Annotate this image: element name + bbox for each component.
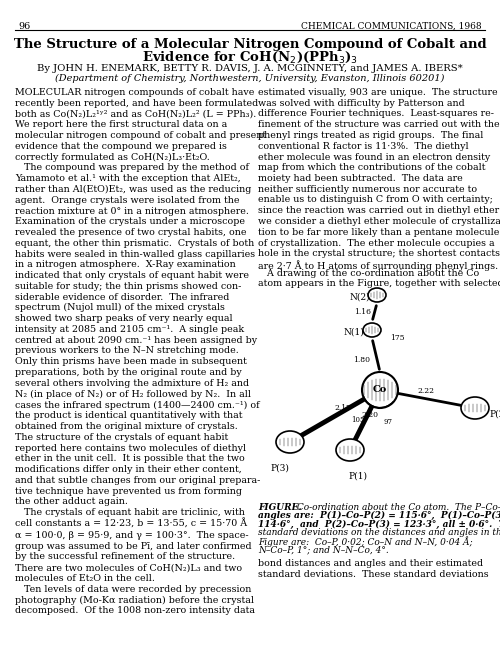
Ellipse shape xyxy=(336,439,364,461)
Circle shape xyxy=(362,372,398,408)
Text: 1.16: 1.16 xyxy=(354,309,371,316)
Text: MOLECULAR nitrogen compounds of cobalt have
recently been reported, and have bee: MOLECULAR nitrogen compounds of cobalt h… xyxy=(15,88,266,615)
Text: Co-ordination about the Co atom.  The P–Co–P: Co-ordination about the Co atom. The P–C… xyxy=(294,503,500,512)
Text: 114·6°,  and  P(2)–Co–P(3) = 123·3°, all ± 0·6°.  The: 114·6°, and P(2)–Co–P(3) = 123·3°, all ±… xyxy=(258,519,500,529)
Text: N(1): N(1) xyxy=(344,328,365,337)
Text: Figure are:  Co–P, 0·02; Co–N and N–N, 0·04 Å;: Figure are: Co–P, 0·02; Co–N and N–N, 0·… xyxy=(258,536,472,548)
Text: P(2): P(2) xyxy=(489,409,500,419)
Text: 2.20: 2.20 xyxy=(362,411,378,419)
Text: standard deviations on the distances and angles in the: standard deviations on the distances and… xyxy=(258,528,500,537)
Text: By JOHN H. ENEMARK, BETTY R. DAVIS, J. A. MCGINNETY, and JAMES A. IBERS*: By JOHN H. ENEMARK, BETTY R. DAVIS, J. A… xyxy=(37,64,463,73)
Text: 2.17: 2.17 xyxy=(334,404,351,412)
Text: (Department of Chemistry, Northwestern, University, Evanston, Illinois 60201): (Department of Chemistry, Northwestern, … xyxy=(56,74,444,83)
Text: 105: 105 xyxy=(351,416,365,424)
Text: Co: Co xyxy=(373,386,387,394)
Text: 2.22: 2.22 xyxy=(417,387,434,395)
Ellipse shape xyxy=(276,431,304,453)
Text: A drawing of the co-ordination about the Co
atom appears in the Figure, together: A drawing of the co-ordination about the… xyxy=(258,269,500,288)
Text: CHEMICAL COMMUNICATIONS, 1968: CHEMICAL COMMUNICATIONS, 1968 xyxy=(302,22,482,31)
Text: N(2): N(2) xyxy=(349,293,370,301)
Text: N–Co–P, 1°; and N–N–Co, 4°.: N–Co–P, 1°; and N–N–Co, 4°. xyxy=(258,545,389,554)
Text: angles are:  P(1)–Co–P(2) = 115·6°,  P(1)–Co–P(3) =: angles are: P(1)–Co–P(2) = 115·6°, P(1)–… xyxy=(258,511,500,520)
Text: 96: 96 xyxy=(18,22,30,31)
Ellipse shape xyxy=(461,397,489,419)
Text: P(3): P(3) xyxy=(270,464,289,473)
Text: 1.80: 1.80 xyxy=(354,356,370,364)
Text: 97: 97 xyxy=(384,418,392,426)
Text: The Structure of a Molecular Nitrogen Compound of Cobalt and: The Structure of a Molecular Nitrogen Co… xyxy=(14,38,486,51)
Text: bond distances and angles and their estimated
standard deviations.  These standa: bond distances and angles and their esti… xyxy=(258,559,488,579)
Ellipse shape xyxy=(363,323,381,337)
Text: P(1): P(1) xyxy=(348,472,368,481)
Text: FIGURE.: FIGURE. xyxy=(258,503,302,512)
Text: 175: 175 xyxy=(390,334,404,342)
Ellipse shape xyxy=(368,288,386,302)
Text: Evidence for CoH(N$_2$)(PPh$_3$)$_3$: Evidence for CoH(N$_2$)(PPh$_3$)$_3$ xyxy=(142,50,358,66)
Text: estimated visually, 903 are unique.  The structure
was solved with difficulty by: estimated visually, 903 are unique. The … xyxy=(258,88,500,271)
